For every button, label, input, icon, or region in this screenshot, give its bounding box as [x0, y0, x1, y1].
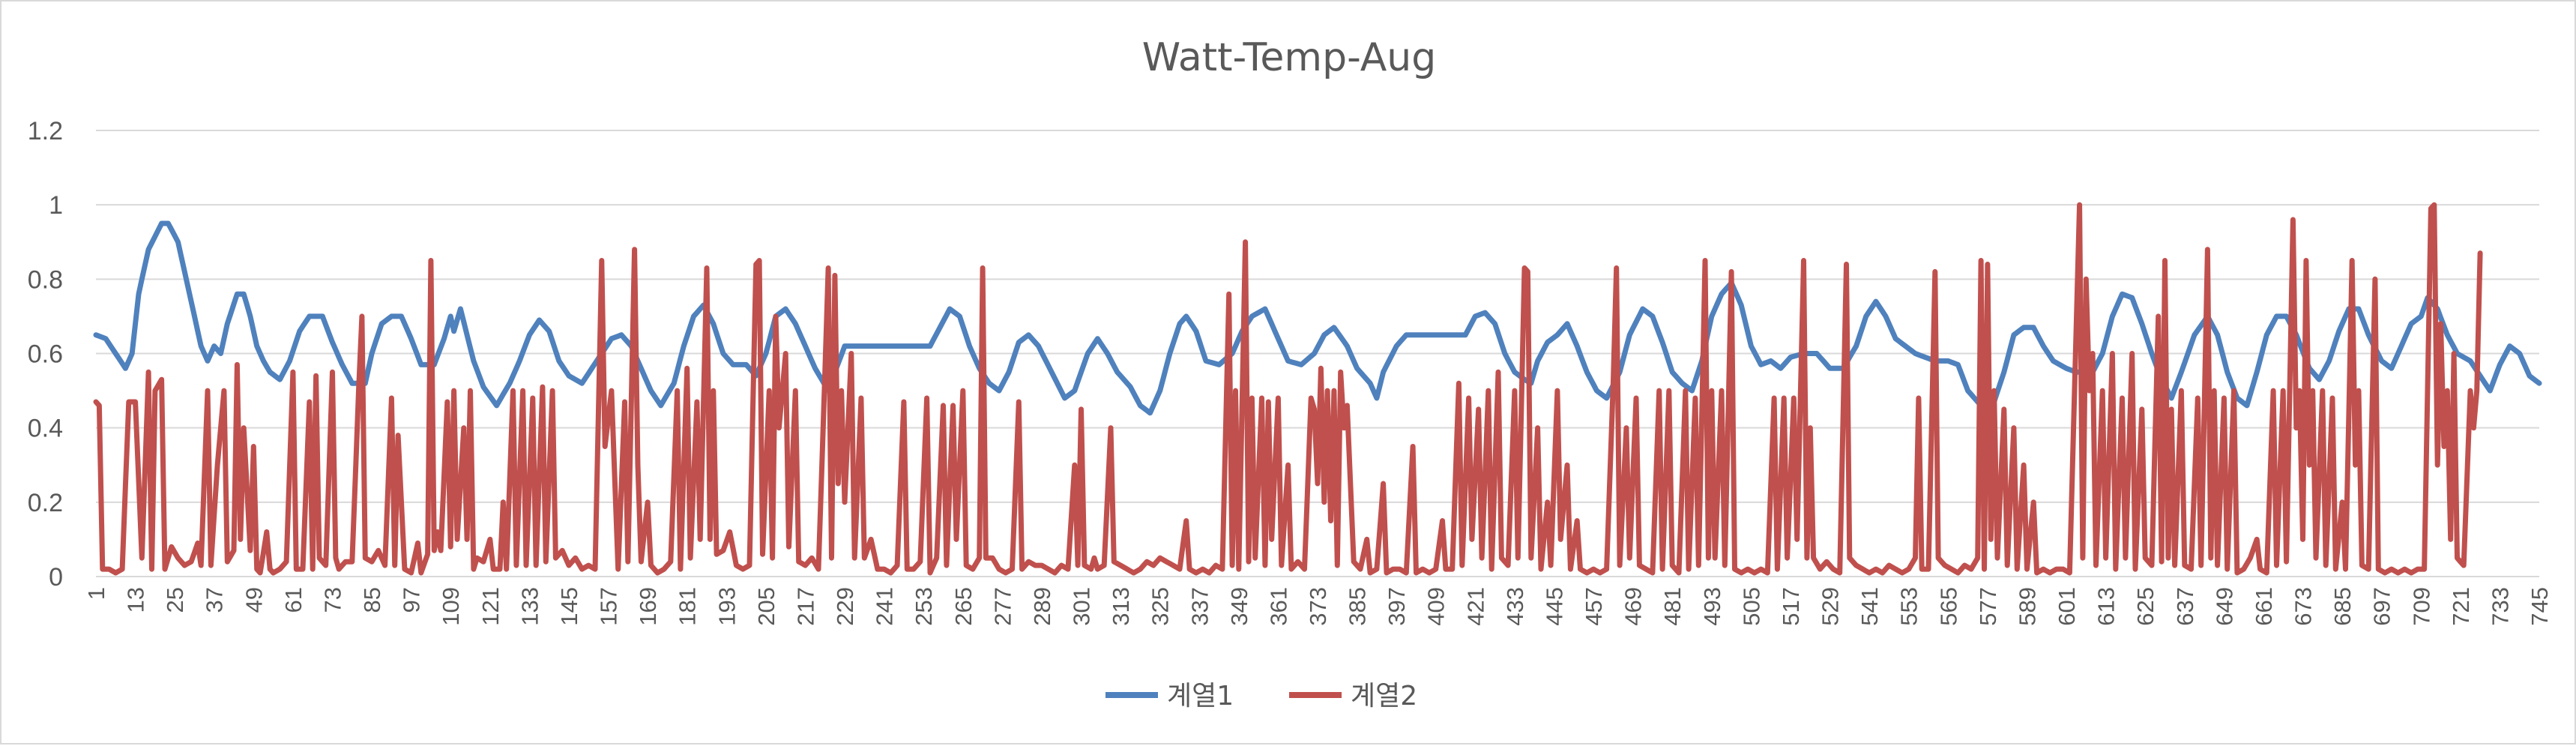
x-tick-label: 157 — [596, 587, 622, 626]
x-tick-label: 121 — [477, 587, 504, 626]
x-tick-label: 709 — [2408, 587, 2434, 626]
x-tick-label: 361 — [1265, 587, 1291, 626]
y-tick-label: 0 — [49, 563, 63, 592]
x-tick-label: 109 — [438, 587, 464, 626]
x-tick-label: 97 — [399, 587, 425, 613]
x-tick-label: 85 — [359, 587, 385, 613]
x-tick-label: 613 — [2093, 587, 2120, 626]
x-tick-label: 337 — [1186, 587, 1213, 626]
series-line-2 — [93, 202, 2483, 576]
x-tick-label: 505 — [1738, 587, 1764, 626]
x-tick-label: 649 — [2211, 587, 2237, 626]
x-tick-label: 529 — [1818, 587, 1844, 626]
legend-label-1: 계열1 — [1167, 681, 1234, 712]
x-tick-label: 493 — [1699, 587, 1725, 626]
x-tick-label: 265 — [950, 587, 977, 626]
x-tick-label: 37 — [202, 587, 228, 613]
x-tick-label: 661 — [2251, 587, 2277, 626]
x-tick-label: 277 — [989, 587, 1016, 626]
x-tick-label: 241 — [872, 587, 898, 626]
x-tick-label: 145 — [556, 587, 582, 626]
x-tick-label: 601 — [2054, 587, 2080, 626]
x-tick-label: 685 — [2329, 587, 2356, 626]
x-tick-label: 565 — [1935, 587, 1961, 626]
x-tick-label: 25 — [162, 587, 188, 613]
x-tick-label: 409 — [1423, 587, 1450, 626]
x-tick-label: 289 — [1029, 587, 1055, 626]
x-tick-label: 373 — [1305, 587, 1331, 626]
x-tick-label: 169 — [635, 587, 661, 626]
x-tick-label: 229 — [832, 587, 858, 626]
x-tick-label: 457 — [1581, 587, 1607, 626]
x-tick-label: 325 — [1147, 587, 1174, 626]
x-tick-label: 133 — [516, 587, 543, 626]
x-tick-label: 733 — [2487, 587, 2513, 626]
x-tick-label: 577 — [1975, 587, 2001, 626]
x-tick-label: 745 — [2527, 587, 2553, 626]
legend: 계열1 계열2 — [1105, 681, 1417, 712]
legend-label-2: 계열2 — [1351, 681, 1417, 712]
x-tick-label: 205 — [753, 587, 779, 626]
y-axis-ticks: 0 0.2 0.4 0.6 0.8 1 1.2 — [28, 117, 63, 592]
x-tick-label: 481 — [1659, 587, 1686, 626]
x-tick-label: 301 — [1069, 587, 1095, 626]
x-tick-label: 181 — [675, 587, 701, 626]
x-tick-label: 517 — [1778, 587, 1804, 626]
x-tick-label: 1 — [83, 587, 109, 600]
x-tick-label: 433 — [1502, 587, 1528, 626]
x-tick-label: 673 — [2290, 587, 2317, 626]
series-lines — [93, 202, 2542, 576]
chart-title: Watt-Temp-Aug — [1142, 35, 1436, 80]
x-tick-label: 13 — [123, 587, 149, 613]
x-tick-label: 553 — [1896, 587, 1922, 626]
x-tick-label: 253 — [911, 587, 937, 626]
x-tick-label: 637 — [2172, 587, 2198, 626]
x-tick-label: 61 — [280, 587, 307, 613]
x-tick-label: 385 — [1345, 587, 1371, 626]
x-tick-label: 589 — [2014, 587, 2040, 626]
x-tick-label: 697 — [2369, 587, 2395, 626]
y-tick-label: 0.6 — [28, 340, 63, 369]
x-tick-label: 469 — [1620, 587, 1647, 626]
x-tick-label: 193 — [714, 587, 740, 626]
y-tick-label: 0.8 — [28, 265, 63, 294]
x-tick-label: 49 — [241, 587, 267, 613]
x-tick-label: 397 — [1384, 587, 1410, 626]
x-tick-label: 217 — [792, 587, 818, 626]
x-tick-label: 73 — [319, 587, 346, 613]
x-tick-label: 541 — [1856, 587, 1883, 626]
x-axis-ticks: 1 13 25 37 49 61 73 85 97 109 121 133 145 157 169 181 19… — [83, 587, 2553, 626]
y-tick-label: 1 — [49, 191, 63, 220]
x-tick-label: 313 — [1108, 587, 1134, 626]
x-tick-label: 625 — [2132, 587, 2159, 626]
series-line-1 — [93, 220, 2542, 416]
y-tick-label: 1.2 — [28, 117, 63, 145]
x-tick-label: 445 — [1541, 587, 1567, 626]
x-tick-label: 421 — [1462, 587, 1488, 626]
x-tick-label: 721 — [2448, 587, 2474, 626]
y-tick-label: 0.2 — [28, 489, 63, 517]
x-tick-label: 349 — [1226, 587, 1252, 626]
y-tick-label: 0.4 — [28, 415, 63, 443]
